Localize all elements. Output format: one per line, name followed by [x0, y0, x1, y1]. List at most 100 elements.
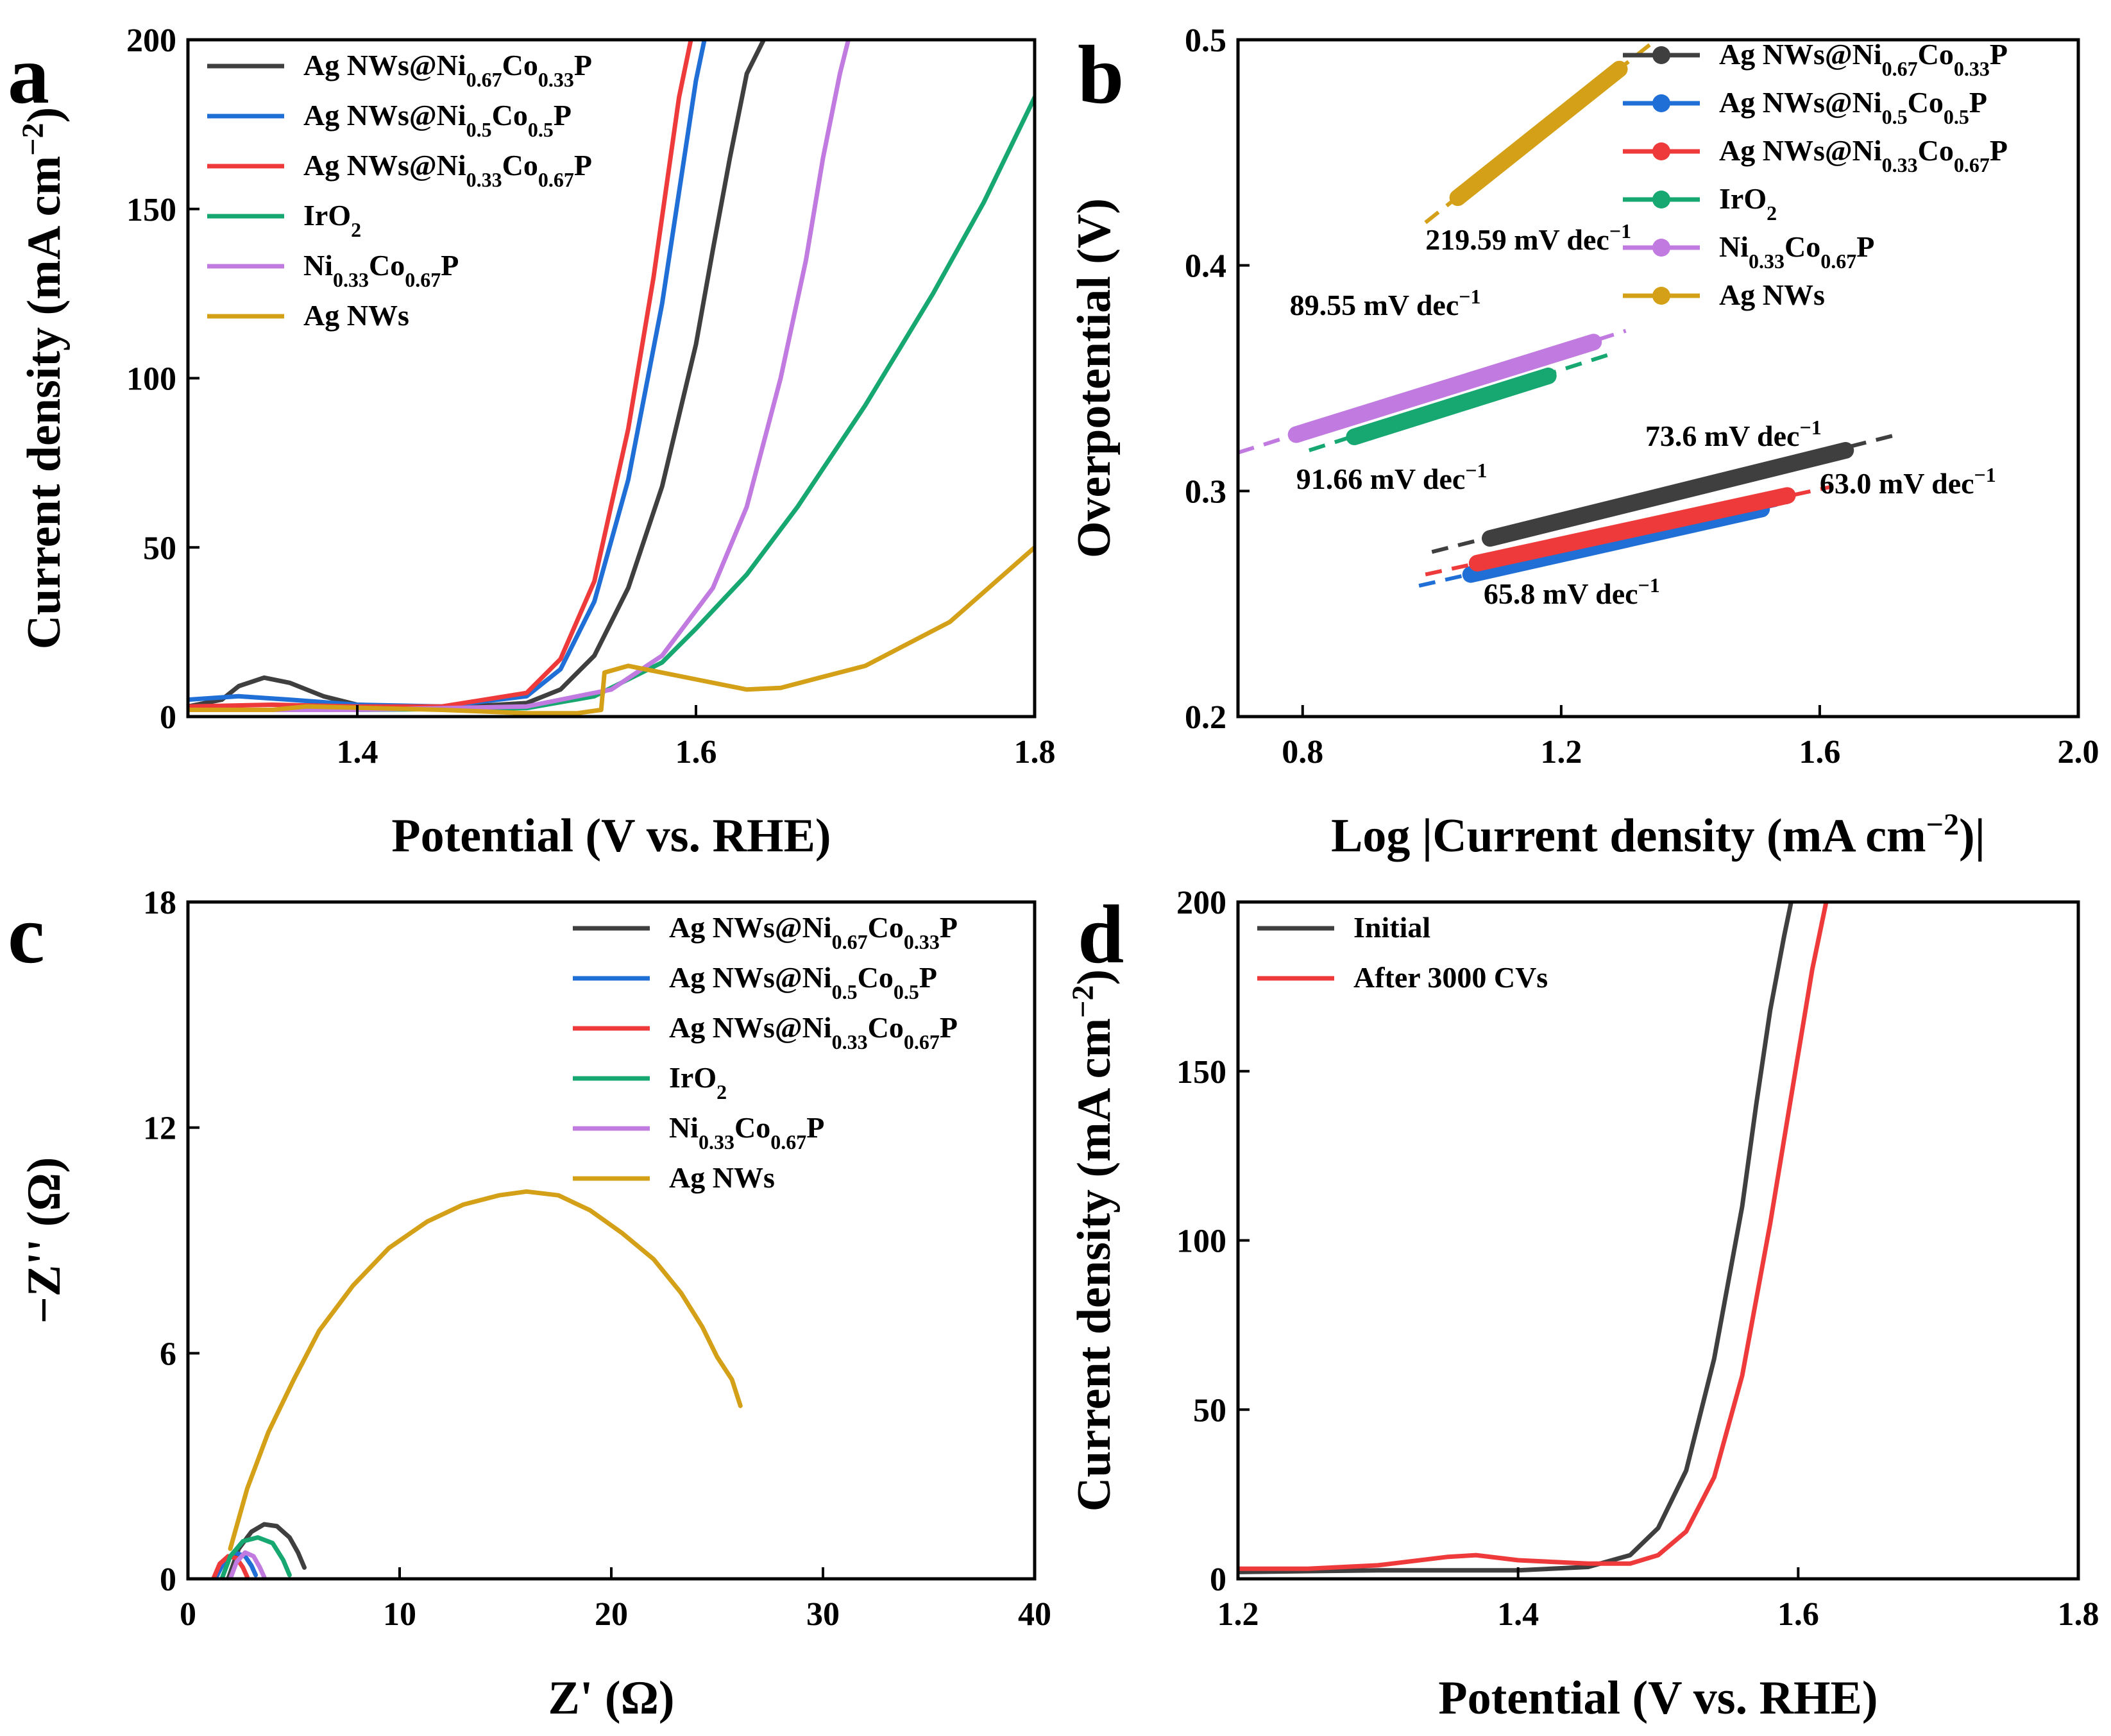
y-tick-label-a-2: 100	[126, 361, 176, 398]
slope-annotation-b-5: 65.8 mV dec−1	[1484, 574, 1660, 610]
y-axis-title-c: −Z'' (Ω)	[18, 1157, 71, 1324]
y-axis-title-d: Current density (mA cm−2)	[1066, 969, 1121, 1511]
slope-annotation-b-0: 219.59 mV dec−1	[1425, 219, 1631, 256]
legend-label-a-0: Ag NWs@Ni0.67Co0.33P	[303, 49, 592, 91]
data-band-b-0	[1482, 442, 1854, 547]
panel-letter-d: d	[1078, 889, 1124, 981]
x-tick-label-a-0: 1.4	[337, 734, 378, 770]
series-line-c-0	[226, 1522, 307, 1579]
x-tick-label-b-1: 1.2	[1540, 734, 1582, 770]
legend-label-c-2: Ag NWs@Ni0.33Co0.67P	[669, 1011, 958, 1053]
legend-label-c-0: Ag NWs@Ni0.67Co0.33P	[669, 911, 958, 953]
legend-label-c-3: IrO2	[669, 1061, 727, 1103]
series-line-a-5	[188, 545, 1035, 716]
legend-marker-b-4	[1652, 239, 1670, 257]
x-tick-label-a-2: 1.8	[1014, 734, 1056, 770]
x-tick-label-b-0: 0.8	[1282, 734, 1323, 770]
x-axis-title-c: Z' (Ω)	[548, 1672, 675, 1724]
series-line-d-0	[1238, 902, 1793, 1574]
axes-frame-c	[186, 900, 1037, 1581]
legend-b: Ag NWs@Ni0.67Co0.33P Ag NWs@Ni0.5Co0.5P Ag…	[1623, 38, 2008, 311]
slope-annotation-b-3: 73.6 mV dec−1	[1645, 416, 1822, 452]
legend-label-b-2: Ag NWs@Ni0.33Co0.67P	[1719, 134, 2008, 176]
x-axis-title-d: Potential (V vs. RHE)	[1438, 1672, 1878, 1724]
legend-d: Initial After 3000 CVs	[1257, 911, 1548, 994]
x-tick-label-b-3: 2.0	[2058, 734, 2099, 770]
y-tick-label-d-1: 50	[1193, 1392, 1226, 1429]
panel-b: 0.8 1.2 1.6 2.0 0.2 0.3 0.4 0.5 Log |Current den…	[1068, 22, 2099, 862]
y-tick-label-b-1: 0.3	[1185, 473, 1226, 510]
panel-letter-a: a	[8, 29, 49, 121]
legend-marker-b-1	[1652, 94, 1670, 112]
data-band-b-2	[1468, 487, 1796, 572]
legend-a: Ag NWs@Ni0.67Co0.33P Ag NWs@Ni0.5Co0.5P Ag…	[207, 49, 592, 332]
data-band-b-5	[1449, 60, 1628, 207]
series-line-d-1	[1238, 902, 1829, 1571]
series-line-c-5	[228, 1189, 743, 1551]
panel-letter-b: b	[1078, 29, 1124, 121]
series-line-a-2	[188, 40, 693, 709]
series-line-c-1	[213, 1550, 259, 1579]
legend-marker-b-0	[1652, 46, 1670, 64]
legend-label-a-4: Ni0.33Co0.67P	[303, 249, 459, 291]
x-tick-label-a-1: 1.6	[675, 734, 717, 770]
x-tick-label-c-0: 0	[180, 1596, 196, 1633]
panel-letter-c: c	[8, 889, 45, 981]
legend-label-a-3: IrO2	[303, 199, 361, 241]
y-tick-label-d-4: 200	[1176, 885, 1226, 921]
axes-frame-b	[1236, 38, 2080, 719]
legend-label-a-2: Ag NWs@Ni0.33Co0.67P	[303, 149, 592, 191]
legend-label-a-5: Ag NWs	[303, 299, 409, 332]
series-line-a-0	[188, 40, 767, 711]
data-band-b-4	[1287, 334, 1602, 443]
x-tick-label-d-0: 1.2	[1217, 1596, 1259, 1633]
legend-marker-b-3	[1652, 191, 1670, 208]
plot-area-b	[1238, 40, 1898, 588]
legend-label-b-3: IrO2	[1719, 182, 1777, 225]
y-axis-title-a: Current density (mA cm−2)	[16, 107, 71, 649]
plot-area-a	[188, 40, 1035, 716]
y-tick-label-a-3: 150	[126, 192, 176, 228]
panel-c: 0 10 20 30 40 0 6 12 18 Z' (Ω) −Z'' (Ω) Ag NWs@Ni0.…	[18, 885, 1051, 1724]
y-tick-label-c-1: 6	[160, 1336, 176, 1372]
y-tick-label-b-0: 0.2	[1185, 699, 1226, 736]
legend-marker-b-2	[1652, 142, 1670, 160]
x-tick-label-c-2: 20	[595, 1596, 628, 1633]
x-tick-label-c-4: 40	[1018, 1596, 1051, 1633]
y-tick-label-c-2: 12	[143, 1111, 176, 1147]
axes-frame-a	[186, 38, 1037, 719]
y-tick-label-d-0: 0	[1210, 1562, 1226, 1598]
x-tick-label-c-3: 30	[806, 1596, 840, 1633]
legend-label-c-4: Ni0.33Co0.67P	[669, 1111, 824, 1153]
legend-label-a-1: Ag NWs@Ni0.5Co0.5P	[303, 99, 572, 141]
axes-frame-d	[1236, 900, 2080, 1581]
x-tick-label-d-1: 1.4	[1497, 1596, 1539, 1633]
y-tick-label-a-4: 200	[126, 22, 176, 59]
slope-annotation-b-2: 91.66 mV dec−1	[1296, 459, 1488, 495]
series-line-a-4	[188, 40, 851, 712]
legend-label-b-5: Ag NWs	[1719, 278, 1825, 311]
legend-label-b-0: Ag NWs@Ni0.67Co0.33P	[1719, 38, 2008, 80]
y-tick-label-b-3: 0.5	[1185, 22, 1226, 59]
legend-label-b-1: Ag NWs@Ni0.5Co0.5P	[1719, 86, 1987, 128]
x-tick-label-b-2: 1.6	[1799, 734, 1840, 770]
y-tick-label-d-3: 150	[1176, 1054, 1226, 1091]
y-axis-title-b: Overpotential (V)	[1068, 198, 1121, 558]
y-tick-label-b-2: 0.4	[1185, 248, 1226, 285]
y-tick-label-c-3: 18	[143, 885, 176, 921]
panel-a: 1.4 1.6 1.8 0 50 100 150 200 Potential (V vs. RH…	[16, 22, 1056, 862]
plot-area-c	[211, 1189, 743, 1579]
series-line-c-3	[219, 1535, 292, 1579]
legend-label-c-5: Ag NWs	[669, 1161, 775, 1194]
legend-c: Ag NWs@Ni0.67Co0.33P Ag NWs@Ni0.5Co0.5P Ag…	[573, 911, 958, 1194]
x-tick-label-d-2: 1.6	[1777, 1596, 1819, 1633]
y-tick-label-a-1: 50	[143, 530, 176, 566]
x-axis-title-b: Log |Current density (mA cm−2)|	[1331, 808, 1985, 863]
series-line-a-1	[188, 40, 707, 709]
x-tick-label-c-1: 10	[383, 1596, 416, 1633]
legend-marker-b-5	[1652, 287, 1670, 305]
y-tick-label-d-2: 100	[1176, 1223, 1226, 1260]
plot-area-d	[1238, 902, 1829, 1574]
y-tick-label-c-0: 0	[160, 1562, 176, 1598]
